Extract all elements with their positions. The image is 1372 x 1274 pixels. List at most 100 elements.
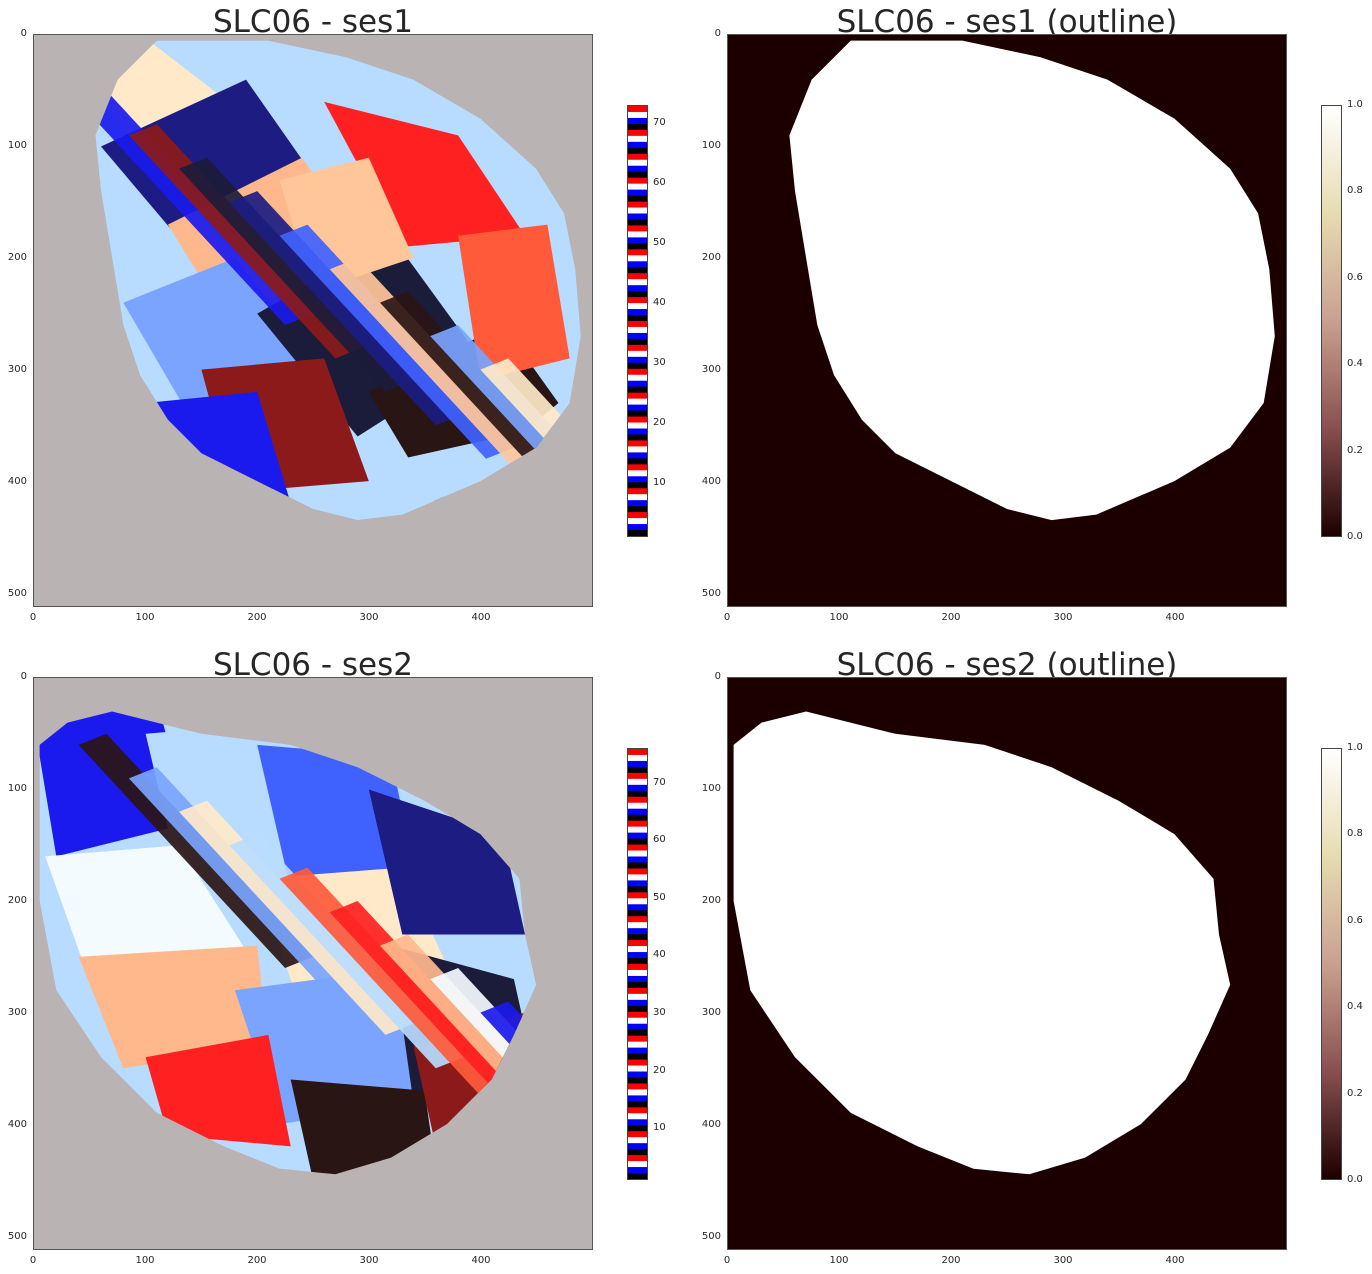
tick-label: 50 bbox=[653, 891, 666, 903]
tick-label: 0.8 bbox=[1347, 828, 1363, 840]
colorbar-band bbox=[628, 1041, 647, 1049]
mask-plot bbox=[727, 34, 1287, 607]
tick-label: 300 bbox=[7, 1006, 27, 1018]
colorbar-band bbox=[628, 255, 647, 262]
tick-label: 50 bbox=[653, 237, 666, 248]
colorbar-band bbox=[628, 1071, 647, 1079]
colorbar-band bbox=[628, 309, 647, 316]
tick-label: 500 bbox=[7, 1230, 27, 1242]
colorbar-band bbox=[628, 826, 647, 834]
tick-label: 10 bbox=[653, 477, 666, 488]
colorbar-band bbox=[628, 524, 647, 531]
colorbar-band bbox=[628, 1023, 647, 1031]
colorbar-band bbox=[628, 802, 647, 810]
colorbar-band bbox=[628, 874, 647, 881]
colorbar bbox=[627, 748, 648, 1180]
colorbar-band bbox=[628, 356, 647, 364]
colorbar-band bbox=[628, 219, 647, 227]
tick-label: 400 bbox=[701, 475, 721, 487]
colorbar-band bbox=[628, 470, 647, 477]
colorbar-band bbox=[628, 165, 647, 173]
mask-svg bbox=[728, 35, 1286, 606]
colorbar-band bbox=[628, 243, 647, 250]
colorbar-band bbox=[628, 868, 647, 876]
colorbar-band bbox=[628, 171, 647, 179]
tick-label: 0 bbox=[29, 612, 37, 623]
colorbar-gradient bbox=[628, 106, 647, 536]
colorbar-band bbox=[628, 392, 647, 400]
colorbar-band bbox=[628, 422, 647, 430]
colorbar-band bbox=[628, 147, 647, 155]
colorbar-band bbox=[628, 1053, 647, 1061]
tick-label: 400 bbox=[701, 1118, 721, 1130]
tick-label: 200 bbox=[247, 612, 267, 623]
tick-label: 500 bbox=[701, 1230, 721, 1242]
colorbar-band bbox=[628, 273, 647, 280]
tick-label: 0.4 bbox=[1347, 358, 1363, 370]
tick-label: 300 bbox=[359, 612, 379, 623]
label-region bbox=[78, 945, 269, 1069]
colorbar-band bbox=[628, 213, 647, 221]
colorbar-band bbox=[628, 315, 647, 322]
colorbar-band bbox=[628, 993, 647, 1001]
colorbar-band bbox=[628, 326, 647, 334]
colorbar-band bbox=[628, 820, 647, 828]
tick-label: 400 bbox=[1165, 1255, 1185, 1266]
colorbar-band bbox=[628, 1149, 647, 1156]
tick-label: 1.0 bbox=[1347, 742, 1363, 753]
colorbar-band bbox=[628, 261, 647, 268]
colorbar-band bbox=[628, 1125, 647, 1132]
tick-label: 0.0 bbox=[1347, 531, 1363, 542]
tick-label: 200 bbox=[7, 251, 27, 263]
colorbar-band bbox=[628, 1173, 647, 1179]
colorbar-band bbox=[628, 922, 647, 929]
tick-label: 0.2 bbox=[1347, 1087, 1363, 1099]
colorbar-band bbox=[628, 1137, 647, 1144]
colorbar-band bbox=[628, 886, 647, 893]
colorbar-band bbox=[628, 1095, 647, 1102]
colorbar-band bbox=[628, 1101, 647, 1108]
colorbar-band bbox=[628, 1161, 647, 1168]
colorbar-band bbox=[628, 1089, 647, 1096]
tick-label: 400 bbox=[7, 1118, 27, 1130]
colorbar-band bbox=[628, 1047, 647, 1055]
tick-label: 500 bbox=[7, 587, 27, 599]
colorbar-band bbox=[628, 374, 647, 382]
tick-label: 300 bbox=[701, 1006, 721, 1018]
colorbar bbox=[1321, 748, 1342, 1180]
colorbar-band bbox=[628, 153, 647, 161]
colorbar-band bbox=[628, 488, 647, 495]
tick-label: 70 bbox=[653, 117, 666, 128]
colorbar-band bbox=[628, 838, 647, 846]
colorbar-band bbox=[628, 1119, 647, 1126]
label-region bbox=[324, 101, 525, 247]
colorbar-band bbox=[628, 880, 647, 887]
colorbar-band bbox=[628, 1017, 647, 1025]
colorbar-band bbox=[628, 975, 647, 983]
colorbar-band bbox=[1322, 749, 1341, 1179]
colorbar-band bbox=[628, 790, 647, 798]
heatmap-plot bbox=[33, 34, 593, 607]
mask-svg bbox=[728, 678, 1286, 1249]
tick-label: 0 bbox=[723, 1255, 731, 1266]
colorbar-band bbox=[628, 898, 647, 905]
tick-label: 100 bbox=[135, 1255, 155, 1266]
colorbar-band bbox=[628, 928, 647, 935]
colorbar-band bbox=[628, 1029, 647, 1037]
tick-label: 0.0 bbox=[1347, 1174, 1363, 1185]
colorbar-band bbox=[628, 784, 647, 792]
label-map-svg bbox=[34, 678, 592, 1249]
tick-label: 60 bbox=[653, 177, 666, 188]
tick-label: 200 bbox=[701, 251, 721, 263]
colorbar-band bbox=[628, 129, 647, 137]
colorbar-band bbox=[628, 1005, 647, 1013]
tick-label: 100 bbox=[701, 782, 721, 794]
colorbar-band bbox=[628, 987, 647, 995]
label-region bbox=[145, 1034, 291, 1147]
colorbar-band bbox=[628, 832, 647, 840]
colorbar-band bbox=[628, 344, 647, 352]
colorbar-band bbox=[628, 350, 647, 358]
tick-label: 20 bbox=[653, 1064, 666, 1076]
colorbar-band bbox=[628, 512, 647, 519]
colorbar-band bbox=[628, 760, 647, 768]
